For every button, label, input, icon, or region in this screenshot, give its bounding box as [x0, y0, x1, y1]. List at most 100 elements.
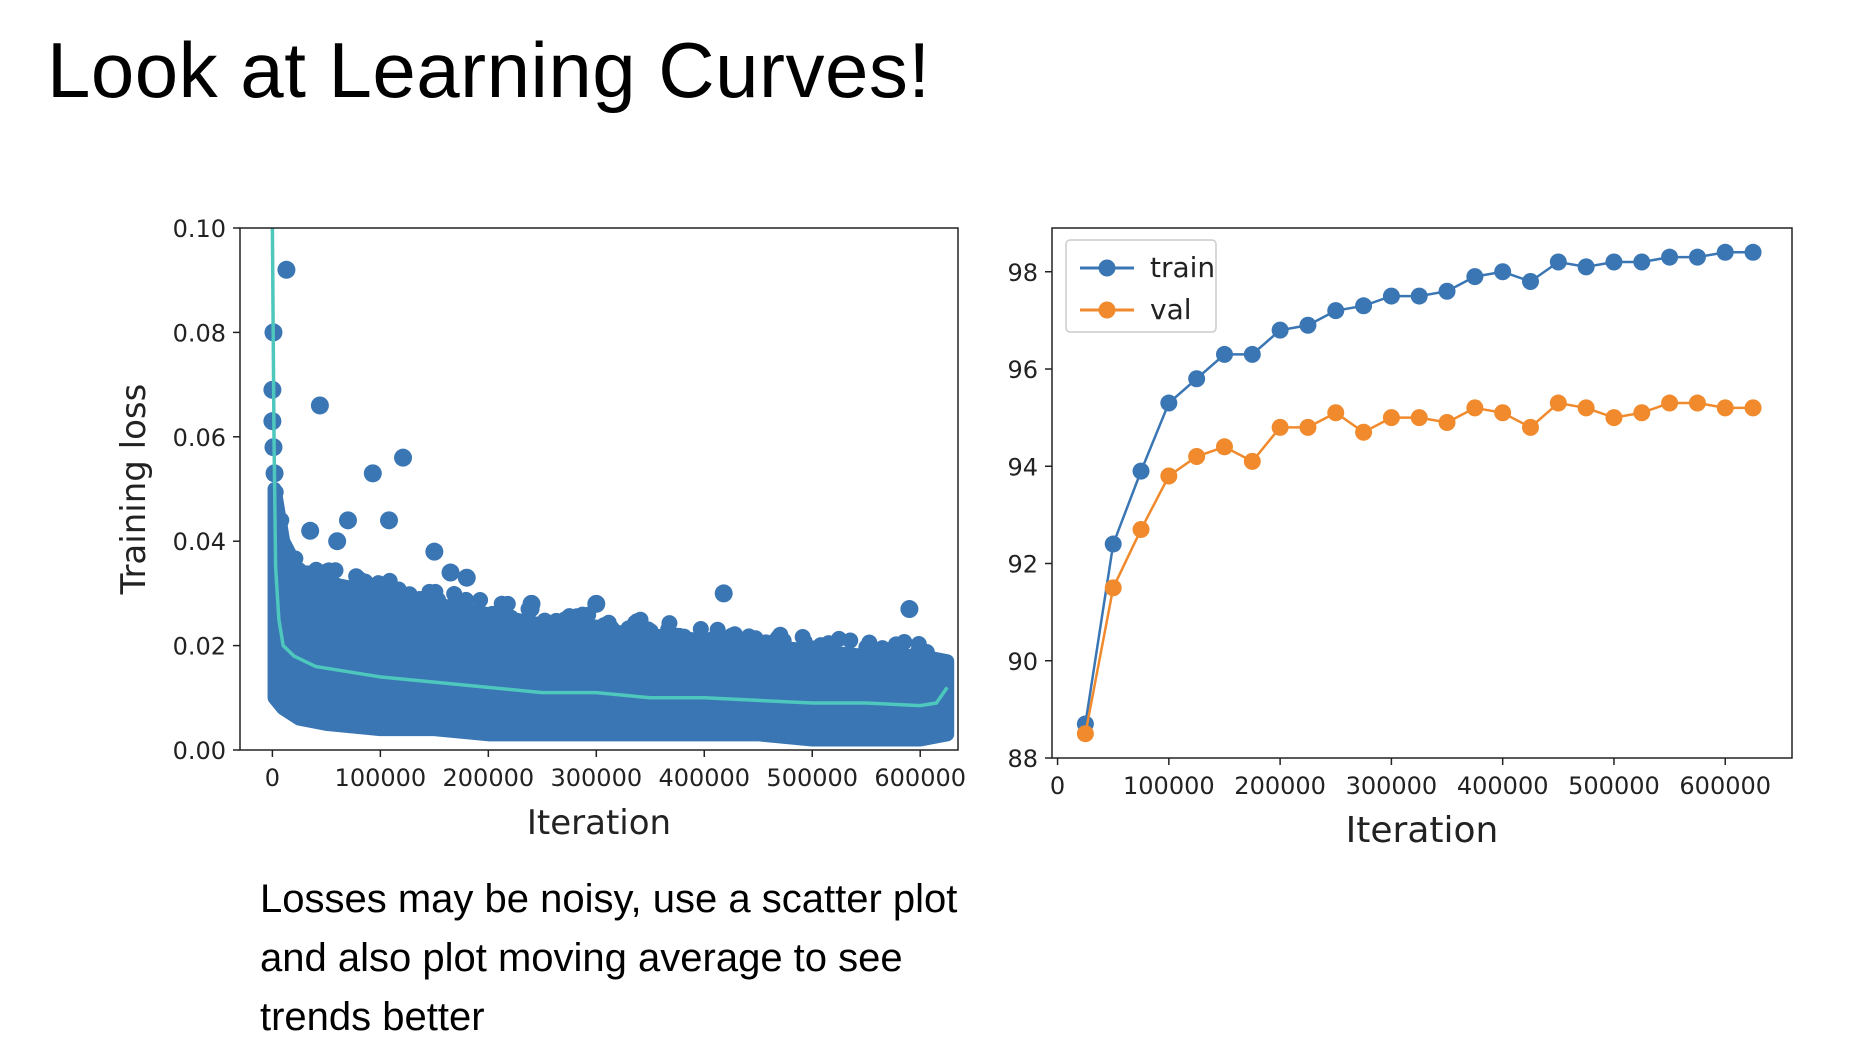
x-tick-label: 400000: [1457, 772, 1549, 800]
train-point: [1744, 243, 1762, 261]
legend-swatch-marker: [1098, 301, 1116, 319]
y-tick-label: 90: [1007, 648, 1038, 676]
x-tick-label: 600000: [1679, 772, 1771, 800]
accuracy-chart: 0 100000 200000 300000 400000 500000 600000 88 9…: [1007, 227, 1793, 851]
scatter-point: [522, 594, 541, 613]
scatter-point: [350, 579, 367, 596]
training-loss-chart: 0 100000 200000 300000 400000 500000 600000 0.0…: [114, 215, 966, 843]
y-tick-label: 98: [1007, 259, 1038, 287]
train-point: [1466, 268, 1484, 286]
scatter-point: [379, 592, 396, 609]
val-point: [1605, 409, 1623, 427]
scatter-point: [772, 626, 789, 643]
scatter-point: [883, 641, 900, 658]
scatter-point: [430, 591, 447, 608]
scatter-point: [660, 621, 677, 638]
train-point: [1243, 345, 1261, 363]
x-tick-label: 500000: [766, 764, 858, 792]
val-point: [1466, 399, 1484, 417]
legend-swatch-marker: [1098, 259, 1116, 277]
legend-label-val: val: [1150, 293, 1192, 326]
loss-plot-area: 0 100000 200000 300000 400000 500000 600000 0.0…: [114, 215, 966, 843]
y-tick-label: 92: [1007, 551, 1038, 579]
scatter-point: [301, 567, 318, 584]
scatter-point: [708, 636, 725, 653]
x-tick-label: 300000: [550, 764, 642, 792]
y-tick-label: 0.10: [173, 215, 226, 243]
scatter-point: [596, 627, 613, 644]
scatter-point: [557, 611, 574, 628]
scatter-point: [757, 634, 774, 651]
x-tick-label: 300000: [1346, 772, 1438, 800]
scatter-point: [390, 581, 407, 598]
x-axis-label: Iteration: [1346, 810, 1499, 851]
train-point: [1661, 248, 1679, 266]
scatter-point: [490, 607, 507, 624]
val-point: [1243, 452, 1261, 470]
train-point: [1521, 272, 1539, 290]
train-point: [1716, 243, 1734, 261]
train-point: [1382, 287, 1400, 305]
val-point: [1104, 579, 1122, 597]
scatter-point: [310, 396, 329, 415]
val-point: [1410, 409, 1428, 427]
x-tick-label: 500000: [1568, 772, 1660, 800]
scatter-point: [587, 594, 606, 613]
scatter-point: [425, 542, 444, 561]
scatter-point: [363, 464, 382, 483]
scatter-point: [301, 521, 320, 540]
scatter-point: [574, 626, 591, 643]
scatter-point: [648, 629, 665, 646]
train-point: [1327, 302, 1345, 320]
slide-title: Look at Learning Curves!: [47, 26, 931, 114]
series-val: [1076, 394, 1762, 743]
scatter-point: [812, 637, 829, 654]
scatter-point: [714, 584, 733, 603]
y-tick-label: 96: [1007, 356, 1038, 384]
scatter-point: [682, 635, 699, 652]
train-point: [1355, 297, 1373, 315]
y-tick-label: 88: [1007, 745, 1038, 773]
train-point: [1605, 253, 1623, 271]
x-tick-label: 0: [265, 764, 280, 792]
scatter-point: [692, 620, 709, 637]
loss-series-group: [263, 228, 955, 747]
y-tick-label: 0.00: [173, 737, 226, 765]
scatter-point: [861, 634, 878, 651]
val-point: [1188, 448, 1206, 466]
val-point: [1438, 413, 1456, 431]
scatter-point: [472, 591, 489, 608]
train-point: [1577, 258, 1595, 276]
scatter-point: [452, 594, 469, 611]
scatter-point: [620, 620, 637, 637]
legend: train val: [1065, 239, 1217, 333]
val-point: [1716, 399, 1734, 417]
scatter-point: [862, 647, 879, 664]
scatter-point: [900, 600, 919, 619]
plot-frame: [239, 227, 959, 751]
val-point: [1577, 399, 1595, 417]
y-tick-label: 0.02: [173, 633, 226, 661]
scatter-point: [457, 568, 476, 587]
train-point: [1438, 282, 1456, 300]
val-point: [1132, 520, 1150, 538]
x-tick-label: 200000: [443, 764, 535, 792]
scatter-point: [528, 621, 545, 638]
y-tick-label: 94: [1007, 453, 1038, 481]
scatter-point: [273, 512, 290, 529]
val-point: [1160, 467, 1178, 485]
train-point: [1188, 370, 1206, 388]
val-point: [1744, 399, 1762, 417]
scatter-point: [326, 576, 343, 593]
val-point: [1633, 404, 1651, 422]
train-point: [1271, 321, 1289, 339]
val-point: [1688, 394, 1706, 412]
val-point: [1327, 404, 1345, 422]
val-point: [1661, 394, 1679, 412]
y-tick-label: 0.06: [173, 424, 226, 452]
x-tick-label: 100000: [1123, 772, 1215, 800]
caption-text: Losses may be noisy, use a scatter plot …: [260, 877, 958, 1039]
train-point: [1688, 248, 1706, 266]
moving-average-line: [270, 228, 949, 708]
scatter-point: [823, 647, 840, 664]
